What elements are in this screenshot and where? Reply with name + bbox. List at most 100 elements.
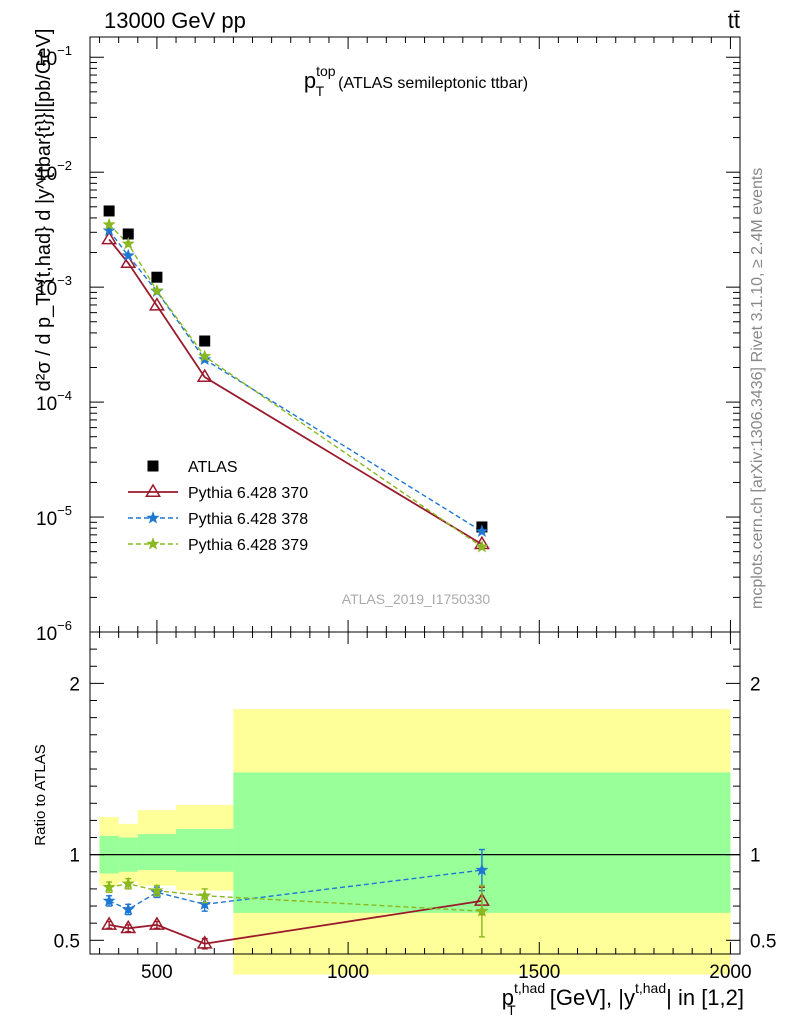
- main-y-tick-base: 10: [36, 164, 57, 185]
- x-label-end: | in [1,2]: [666, 985, 744, 1010]
- ratio-data-point: [101, 916, 118, 930]
- mcplots-label: mcplots.cern.ch [arXiv:1306.3436]: [749, 367, 766, 609]
- main-y-tick-base: 10: [36, 49, 57, 70]
- ratio-data-point: [121, 876, 135, 890]
- main-series: [101, 205, 490, 553]
- ratio-series: [101, 848, 490, 950]
- main-y-tick-exponent: −3: [57, 273, 72, 288]
- legend-marker: [145, 483, 161, 497]
- main-y-tick-exponent: −1: [57, 43, 72, 58]
- x-axis-label: pt,had T [GeV], |yt,had| in [1,2]: [502, 980, 744, 1018]
- main-data-point: [475, 524, 489, 537]
- main-axis-ticks: [90, 37, 740, 633]
- x-tick-label: 2000: [709, 962, 751, 983]
- ratio-data-point: [148, 916, 165, 930]
- legend-marker: [147, 460, 159, 472]
- ratio-data-point: [198, 888, 212, 902]
- legend-marker: [146, 511, 160, 524]
- main-data-point: [101, 230, 118, 245]
- main-y-tick-labels: 10−110−210−310−410−510−6: [36, 43, 72, 645]
- main-watermark: ATLAS_2019_I1750330: [342, 591, 491, 607]
- x-label-sup1: t,had: [514, 980, 545, 996]
- main-y-tick-exponent: −6: [57, 618, 72, 633]
- main-series-line: [108, 230, 483, 533]
- ratio-data-point: [150, 883, 164, 897]
- main-title-sub: T: [316, 83, 325, 99]
- main-data-point: [150, 283, 164, 297]
- main-series-line: [108, 238, 483, 546]
- ratio-series-line: [108, 869, 482, 911]
- main-title: ptop T (ATLAS semileptonic ttbar): [304, 63, 528, 99]
- legend-label: Pythia 6.428 379: [188, 537, 308, 554]
- main-y-tick-label: 10−5: [36, 503, 72, 530]
- main-y-tick-label: 10−3: [36, 273, 72, 300]
- main-y-tick-label: 10−2: [36, 158, 72, 185]
- main-y-tick-label: 10−4: [36, 388, 72, 415]
- ratio-plot-frame: [89, 631, 741, 955]
- main-data-point: [148, 297, 165, 311]
- legend-label: ATLAS: [188, 459, 238, 476]
- main-data-point: [121, 248, 135, 262]
- ratio-y-tick-label-right: 1: [750, 846, 761, 867]
- main-y-tick-base: 10: [36, 509, 57, 530]
- main-panel: 10−110−210−310−410−510−6 ATLAS_2019_I175…: [33, 29, 741, 645]
- x-tick-label: 500: [141, 962, 173, 983]
- main-data-point: [196, 368, 213, 383]
- ratio-stat-uncertainty-band: [137, 834, 177, 871]
- main-y-axis-label: d²σ / d p_T^{t,had} d |y^{tbar{t}}|[pb/G…: [33, 29, 55, 392]
- ratio-data-point: [121, 902, 135, 916]
- ratio-y-axis-label: Ratio to ATLAS: [32, 744, 49, 845]
- ratio-y-tick-label-left: 1: [69, 846, 80, 867]
- main-title-p: p: [304, 68, 316, 93]
- main-data-point: [103, 205, 115, 217]
- ratio-y-tick-label-left: 0.5: [54, 931, 80, 952]
- main-y-tick-exponent: −4: [57, 388, 72, 403]
- main-data-point: [151, 271, 163, 283]
- ratio-data-point: [120, 919, 137, 934]
- main-data-point: [121, 237, 135, 250]
- main-data-point: [102, 217, 116, 231]
- ratio-panel: 0.5 0.5 1 1 2 2 500 1000 1500 2000 Ratio to ATLAS…: [32, 631, 777, 1018]
- ratio-y-tick-label-right: 2: [750, 674, 761, 695]
- ratio-y-tick-label-right: 0.5: [750, 931, 776, 952]
- main-y-tick-label: 10−1: [36, 43, 72, 70]
- ratio-data-point: [102, 880, 116, 893]
- x-label-sup2: t,had: [635, 980, 666, 996]
- main-title-rest: (ATLAS semileptonic ttbar): [338, 75, 528, 92]
- header-final-state: tt̄: [728, 8, 740, 33]
- main-data-point: [475, 540, 489, 553]
- header-process: 13000 GeV pp: [104, 8, 246, 33]
- main-data-point: [102, 223, 116, 237]
- ratio-axis-ticks: [90, 632, 740, 954]
- main-data-point: [120, 254, 137, 269]
- main-y-tick-exponent: −2: [57, 158, 72, 173]
- ratio-data-point: [475, 863, 489, 876]
- legend-label: Pythia 6.428 370: [188, 485, 308, 502]
- rivet-version-label: Rivet 3.1.10, ≥ 2.4M events: [749, 168, 766, 363]
- legend-label: Pythia 6.428 378: [188, 511, 308, 528]
- x-label-mid: [GeV], |y: [544, 985, 635, 1010]
- x-label-p: p: [502, 985, 514, 1010]
- main-y-tick-base: 10: [36, 394, 57, 415]
- main-y-tick-base: 10: [36, 279, 57, 300]
- main-data-point: [198, 349, 212, 362]
- ratio-data-point: [196, 935, 213, 949]
- x-tick-label: 1000: [327, 962, 369, 983]
- ratio-uncertainty-bands: [99, 709, 731, 975]
- ratio-tick-labels: 0.5 0.5 1 1 2 2 500 1000 1500 2000: [54, 674, 777, 983]
- ratio-stat-uncertainty-band: [176, 828, 234, 872]
- x-tick-label: 1500: [518, 962, 560, 983]
- ratio-data-point: [102, 894, 116, 907]
- legend-marker: [146, 537, 160, 550]
- ratio-data-point: [198, 897, 212, 910]
- ratio-y-tick-label-left: 2: [69, 674, 80, 695]
- ratio-data-point: [475, 904, 489, 917]
- main-y-tick-base: 10: [36, 624, 57, 645]
- main-title-sup: top: [316, 63, 336, 79]
- main-data-point: [122, 228, 134, 240]
- legend: ATLAS Pythia 6.428 370 Pythia 6.428 378 Pyt…: [128, 459, 308, 554]
- main-data-point: [199, 335, 211, 347]
- x-label-sub: T: [507, 1002, 516, 1018]
- main-y-tick-label: 10−6: [36, 618, 72, 645]
